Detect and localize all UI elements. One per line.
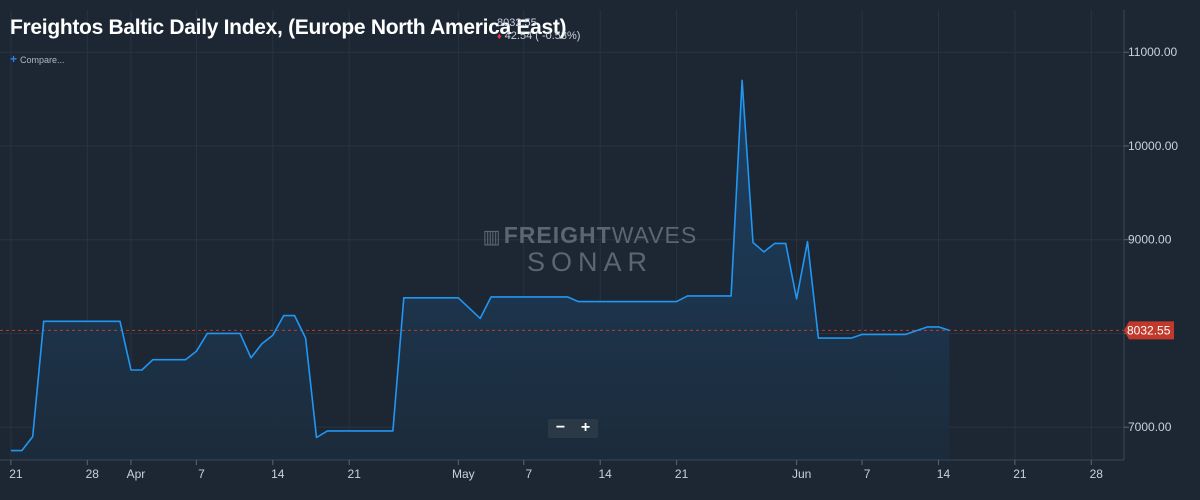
x-tick-label: 7 <box>525 467 532 481</box>
y-tick-label: 11000.00 <box>1128 45 1177 59</box>
last-price-badge-label: 8032.55 <box>1127 323 1171 337</box>
zoom-controls: − + <box>548 419 598 438</box>
compare-button[interactable]: + Compare... <box>10 52 65 66</box>
last-price-badge-shape <box>1124 321 1174 340</box>
down-arrow-icon: ♦ <box>497 31 502 41</box>
change-value: 42.54 ( -0.53%) <box>504 30 581 42</box>
plus-icon: + <box>10 52 18 66</box>
x-tick-label: 14 <box>271 467 285 481</box>
y-tick-label: 9000.00 <box>1128 233 1172 247</box>
x-axis-ticks: 21 28 Apr 7 14 21 May 7 14 21 Jun 7 14 21 28 <box>9 460 1103 481</box>
last-value: 8032.55 <box>497 17 537 29</box>
x-tick-label: 28 <box>86 467 100 481</box>
x-tick-label: 21 <box>348 467 362 481</box>
x-tick-label: 28 <box>1090 467 1104 481</box>
x-tick-label: Apr <box>127 467 146 481</box>
y-tick-label: 7000.00 <box>1128 420 1172 434</box>
x-tick-label: 7 <box>198 467 205 481</box>
price-summary: 8032.55 ♦ 42.54 ( -0.53%) <box>497 17 580 43</box>
x-tick-label: 21 <box>675 467 689 481</box>
change-readout: ♦ 42.54 ( -0.53%) <box>497 30 580 43</box>
x-tick-label: Jun <box>792 467 811 481</box>
zoom-out-button[interactable]: − <box>555 419 566 436</box>
zoom-in-button[interactable]: + <box>580 419 591 436</box>
compare-label: Compare... <box>20 55 65 65</box>
chart-title: Freightos Baltic Daily Index, (Europe No… <box>10 16 567 39</box>
x-tick-label: 7 <box>864 467 871 481</box>
x-tick-label: 14 <box>599 467 613 481</box>
series-area <box>10 80 950 461</box>
y-tick-label: 10000.00 <box>1128 139 1178 153</box>
last-price-badge: 8032.55 <box>1124 321 1174 340</box>
x-tick-label: 14 <box>937 467 951 481</box>
x-tick-label: 21 <box>1013 467 1027 481</box>
x-tick-label: May <box>452 467 475 481</box>
series-line <box>10 79 950 452</box>
x-tick-label: 21 <box>9 467 23 481</box>
